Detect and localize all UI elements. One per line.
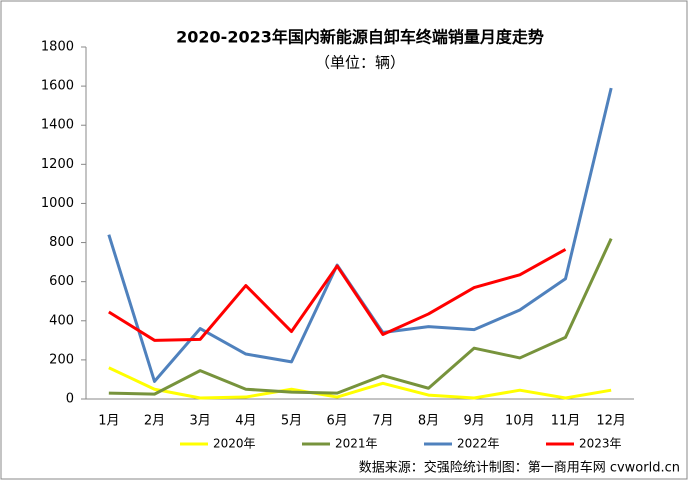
x-tick-label: 4月 [235, 414, 256, 429]
x-tick-label: 12月 [596, 414, 626, 429]
x-tick-label: 1月 [98, 414, 119, 429]
y-tick-label: 200 [49, 352, 74, 367]
chart-subtitle: （单位：辆） [315, 54, 405, 72]
x-tick-label: 10月 [505, 414, 535, 429]
x-tick-label: 8月 [418, 414, 439, 429]
y-tick-label: 1200 [41, 157, 74, 172]
y-tick-label: 1000 [41, 196, 74, 211]
y-tick-label: 600 [49, 274, 74, 289]
y-tick-label: 0 [66, 392, 74, 407]
chart-title: 2020-2023年国内新能源自卸车终端销量月度走势 [176, 28, 544, 47]
x-tick-label: 11月 [551, 414, 581, 429]
legend-label: 2022年 [457, 437, 500, 451]
legend-label: 2020年 [213, 437, 256, 451]
series-line [108, 366, 612, 400]
y-tick-label: 1800 [41, 40, 74, 55]
y-tick-label: 800 [49, 235, 74, 250]
y-tick-label: 400 [49, 313, 74, 328]
legend-label: 2021年 [335, 437, 378, 451]
x-tick-label: 2月 [144, 414, 165, 429]
x-tick-label: 9月 [464, 414, 485, 429]
legend-label: 2023年 [579, 437, 622, 451]
x-tick-label: 3月 [190, 414, 211, 429]
series-line [108, 248, 567, 342]
series-line [108, 238, 613, 396]
y-tick-label: 1400 [41, 118, 74, 133]
x-tick-label: 5月 [281, 414, 302, 429]
y-tick-label: 1600 [41, 79, 74, 94]
x-tick-label: 6月 [327, 414, 348, 429]
source: 数据来源：交强险统计制图：第一商用车网 cvworld.cn [359, 460, 680, 476]
x-tick-label: 7月 [372, 414, 393, 429]
